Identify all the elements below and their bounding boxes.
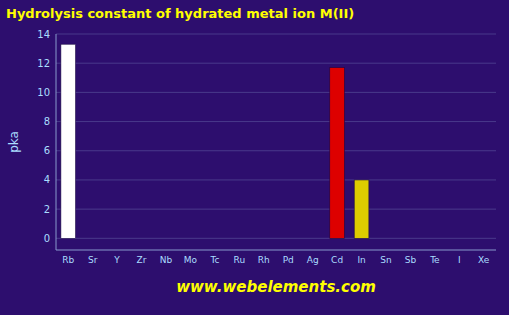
y-axis-label: pka	[7, 131, 21, 153]
bar	[110, 238, 125, 239]
grid-line	[56, 238, 496, 239]
x-tick-label: Te	[429, 255, 440, 265]
y-tick-label: 2	[44, 204, 50, 215]
x-tick-label: Xe	[478, 255, 490, 265]
x-tick-label: Pd	[283, 255, 294, 265]
grid-line	[56, 121, 496, 122]
x-tick-label: Y	[113, 255, 120, 265]
x-tick-label: Rh	[258, 255, 270, 265]
bar	[330, 68, 345, 239]
bar	[452, 238, 467, 239]
x-tick-label: Zr	[137, 255, 147, 265]
y-tick-label: 10	[37, 87, 50, 98]
bar	[476, 238, 491, 239]
grid-line	[56, 63, 496, 64]
title: Hydrolysis constant of hydrated metal io…	[6, 6, 354, 21]
bar	[379, 238, 394, 239]
annotation: www.webelements.com	[176, 278, 376, 296]
bar	[428, 238, 443, 239]
x-tick-label: In	[357, 255, 365, 265]
x-tick-label: Mo	[184, 255, 198, 265]
x-axis-line	[56, 250, 496, 251]
bars	[61, 44, 369, 238]
y-tick-label: 6	[44, 145, 50, 156]
x-tick-label: Ag	[307, 255, 319, 265]
x-tick-label: Sn	[380, 255, 391, 265]
grid-line	[56, 92, 496, 93]
x-tick-label: Ru	[234, 255, 246, 265]
chart: 0 2 4 6 8 10 12 14 Rb Sr Y Zr Nb Mo Tc Ru Rh Pd Ag Cd In Sn Sb…	[0, 0, 509, 315]
y-axis: 0 2 4 6 8 10 12 14	[37, 29, 496, 244]
bar	[85, 238, 100, 239]
y-tick-label: 14	[37, 29, 50, 40]
bar	[305, 238, 320, 239]
bar	[232, 238, 247, 239]
bar	[354, 180, 369, 238]
x-tick-label: Sb	[405, 255, 417, 265]
bar	[159, 238, 174, 239]
x-tick-label: I	[458, 255, 461, 265]
x-tick-label: Cd	[331, 255, 343, 265]
y-tick-label: 0	[44, 233, 50, 244]
bar	[134, 238, 149, 239]
x-tick-label: Tc	[209, 255, 219, 265]
x-tick-label: Sr	[88, 255, 98, 265]
y-tick-label: 8	[44, 116, 50, 127]
y-tick-label: 12	[37, 58, 50, 69]
bar	[208, 238, 223, 239]
bar	[256, 238, 271, 239]
bar	[403, 238, 418, 239]
bar	[183, 238, 198, 239]
grid-line	[56, 34, 496, 35]
x-tick-label: Nb	[160, 255, 173, 265]
grid-line	[56, 209, 496, 210]
x-tick-label: Rb	[62, 255, 74, 265]
grid-line	[56, 150, 496, 151]
grid-line	[56, 179, 496, 180]
y-axis-line	[56, 34, 57, 250]
bar	[281, 238, 296, 239]
bar	[61, 44, 76, 238]
y-tick-label: 4	[44, 174, 50, 185]
x-axis: Rb Sr Y Zr Nb Mo Tc Ru Rh Pd Ag Cd In Sn Sb Te I Xe	[62, 255, 490, 265]
